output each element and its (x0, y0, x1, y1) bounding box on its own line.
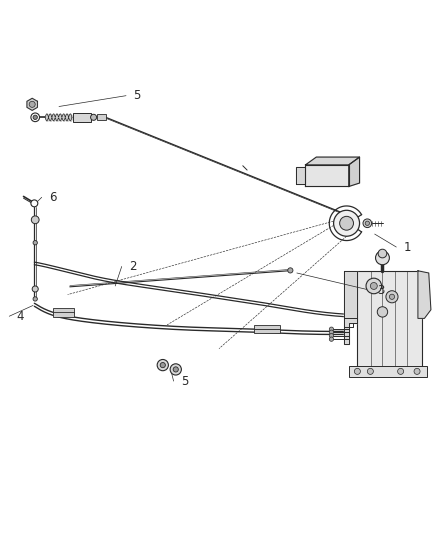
Text: 1: 1 (403, 240, 411, 254)
Circle shape (329, 330, 334, 334)
Polygon shape (349, 157, 360, 187)
Circle shape (31, 113, 39, 122)
Circle shape (329, 337, 334, 341)
Text: 2: 2 (129, 260, 136, 273)
Circle shape (367, 368, 373, 374)
Polygon shape (305, 157, 360, 165)
Text: 5: 5 (133, 89, 141, 102)
Circle shape (377, 306, 388, 317)
Circle shape (33, 240, 37, 245)
Circle shape (389, 294, 395, 300)
Bar (357, 271, 422, 370)
Circle shape (375, 251, 389, 265)
Circle shape (329, 327, 334, 332)
Bar (53, 309, 74, 313)
Circle shape (354, 368, 360, 374)
Circle shape (31, 200, 38, 207)
Circle shape (414, 368, 420, 374)
Circle shape (378, 249, 387, 258)
Circle shape (32, 216, 39, 224)
Bar (254, 325, 279, 329)
Bar (254, 329, 279, 333)
Circle shape (160, 362, 166, 368)
Circle shape (371, 282, 377, 289)
Circle shape (33, 297, 37, 301)
Polygon shape (296, 167, 305, 184)
Bar (97, 114, 106, 120)
Circle shape (386, 290, 398, 303)
Polygon shape (344, 271, 357, 344)
Circle shape (329, 334, 334, 338)
Circle shape (339, 216, 353, 230)
Polygon shape (27, 98, 37, 110)
Circle shape (334, 211, 360, 236)
Circle shape (365, 221, 370, 225)
Circle shape (32, 286, 38, 292)
Text: 3: 3 (378, 284, 385, 297)
Circle shape (366, 278, 381, 294)
Bar (349, 366, 427, 377)
Bar (53, 312, 74, 317)
Polygon shape (305, 165, 349, 187)
Text: 6: 6 (49, 191, 56, 204)
Circle shape (33, 115, 37, 119)
Text: 4: 4 (16, 310, 24, 322)
Bar (73, 112, 92, 122)
Circle shape (29, 101, 35, 107)
Text: 5: 5 (181, 375, 188, 387)
Circle shape (398, 368, 404, 374)
Circle shape (363, 219, 372, 228)
Circle shape (173, 367, 178, 372)
Polygon shape (418, 271, 431, 318)
Circle shape (288, 268, 293, 273)
Circle shape (91, 114, 97, 120)
Circle shape (170, 364, 181, 375)
Circle shape (157, 359, 168, 371)
